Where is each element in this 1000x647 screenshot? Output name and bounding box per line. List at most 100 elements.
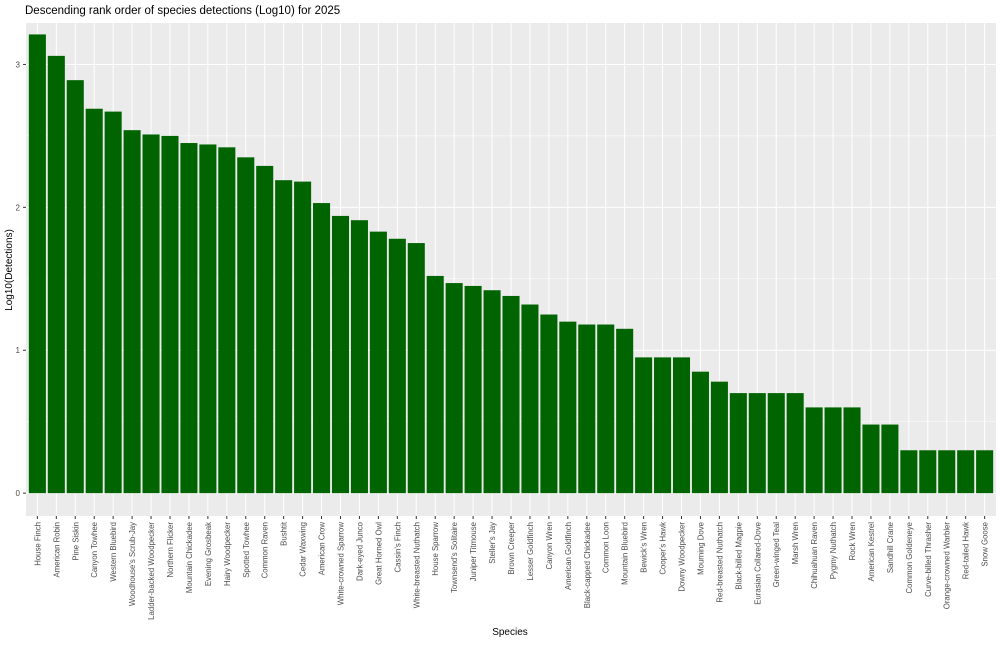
- bar: [161, 135, 179, 494]
- x-tick-label: Steller's Jay: [488, 522, 497, 564]
- x-tick-label: Lesser Goldfinch: [526, 522, 535, 581]
- y-tick-label: 0: [16, 489, 21, 498]
- bar: [540, 314, 558, 494]
- bar: [483, 290, 501, 494]
- x-tick-label: Dark-eyed Junco: [355, 521, 364, 581]
- x-axis: House Finch American Robin Pine Siskin Cany…: [33, 516, 990, 620]
- bar: [28, 34, 46, 494]
- bar: [862, 424, 880, 494]
- x-tick-label: Mountain Chickadee: [185, 522, 194, 593]
- bar: [47, 55, 65, 494]
- x-tick-label: Sandhill Crane: [886, 522, 895, 573]
- bar: [369, 231, 387, 494]
- x-tick-label: Mountain Bluebird: [621, 522, 630, 585]
- x-tick-label: Great Horned Owl: [374, 522, 383, 585]
- x-tick-label: Juniper Titmouse: [469, 522, 478, 581]
- bar: [331, 215, 350, 494]
- bar: [294, 181, 312, 494]
- bar: [767, 393, 785, 494]
- bar: [275, 180, 293, 494]
- bar: [256, 165, 274, 494]
- bar: [729, 393, 747, 494]
- x-tick-label: Eurasian Collared-Dove: [753, 522, 762, 605]
- x-tick-label: Downy Woodpecker: [678, 522, 687, 592]
- bar: [616, 328, 634, 494]
- bar: [976, 450, 994, 494]
- chart-title: Descending rank order of species detecti…: [25, 5, 340, 17]
- x-tick-label: Curve-billed Thrasher: [924, 522, 933, 597]
- bar: [559, 321, 577, 494]
- bar: [237, 157, 255, 494]
- bar: [597, 324, 615, 494]
- y-tick-label: 1: [16, 346, 21, 355]
- x-tick-label: Common Loon: [602, 522, 611, 573]
- x-tick-label: Hairy Woodpecker: [223, 522, 232, 586]
- x-tick-label: Northern Flicker: [166, 522, 175, 578]
- bar: [426, 275, 444, 494]
- x-tick-label: Bushtit: [280, 521, 289, 546]
- bar: [654, 357, 672, 494]
- x-tick-label: American Kestrel: [867, 522, 876, 582]
- x-tick-label: House Finch: [33, 522, 42, 566]
- bar: [957, 450, 975, 494]
- bar: [180, 143, 198, 494]
- bar: [786, 393, 804, 494]
- x-tick-label: Common Goldeneye: [905, 522, 914, 594]
- x-tick-label: Pygmy Nuthatch: [829, 522, 838, 579]
- x-tick-label: American Crow: [318, 522, 327, 576]
- bar: [85, 108, 103, 494]
- bar: [388, 238, 406, 494]
- bars: [28, 34, 994, 494]
- x-tick-label: Canyon Wren: [545, 522, 554, 570]
- x-tick-label: Ladder-backed Woodpecker: [147, 522, 156, 620]
- x-tick-label: Red-breasted Nuthatch: [715, 522, 724, 603]
- bar: [218, 147, 236, 494]
- x-tick-label: Snow Goose: [981, 522, 990, 567]
- x-axis-label: Species: [492, 627, 528, 638]
- bar: [350, 220, 368, 494]
- y-tick-label: 2: [16, 203, 21, 212]
- y-tick-label: 3: [16, 60, 21, 69]
- bar: [521, 304, 539, 494]
- x-tick-label: Townsend's Solitaire: [450, 522, 459, 593]
- x-tick-label: American Robin: [52, 522, 61, 577]
- bar: [919, 450, 937, 494]
- x-tick-label: Canyon Towhee: [90, 522, 99, 578]
- bar: [748, 393, 766, 494]
- x-tick-label: Common Raven: [261, 522, 270, 578]
- x-tick-label: Marsh Wren: [791, 522, 800, 564]
- bar: [843, 407, 861, 494]
- bar: [805, 407, 823, 494]
- x-tick-label: White-crowned Sparrow: [336, 522, 345, 606]
- bar: [710, 381, 728, 494]
- x-tick-label: Green-winged Teal: [772, 522, 781, 588]
- bar: [635, 357, 653, 494]
- x-tick-label: White-breasted Nuthatch: [412, 522, 421, 608]
- bar: [199, 144, 217, 494]
- x-tick-label: American Goldfinch: [564, 522, 573, 590]
- x-tick-label: Mourning Dove: [696, 522, 705, 575]
- x-tick-label: Rock Wren: [848, 522, 857, 560]
- x-tick-label: Evening Grosbeak: [204, 522, 213, 586]
- bar: [464, 285, 482, 494]
- x-tick-label: Woodhouse's Scrub-Jay: [128, 522, 137, 606]
- x-tick-label: Chihuahuan Raven: [810, 522, 819, 589]
- bar: [672, 357, 691, 494]
- bar: [104, 111, 122, 494]
- bar: [142, 134, 160, 494]
- x-tick-label: Spotted Towhee: [242, 522, 251, 578]
- bar: [407, 243, 425, 494]
- bar: [824, 407, 842, 494]
- x-tick-label: Black-capped Chickadee: [583, 522, 592, 608]
- x-tick-label: Orange-crowned Warbler: [943, 522, 952, 610]
- x-tick-label: Red-tailed Hawk: [962, 522, 971, 579]
- bar: [578, 324, 596, 494]
- x-tick-label: Bewick's Wren: [640, 522, 649, 573]
- bar: [691, 371, 709, 494]
- y-axis: 0 1 2 3: [16, 60, 26, 498]
- y-axis-label: Log10(Detections): [4, 229, 15, 311]
- bar: [445, 283, 463, 494]
- x-tick-label: Black-billed Magpie: [734, 522, 743, 590]
- bar: [900, 450, 918, 494]
